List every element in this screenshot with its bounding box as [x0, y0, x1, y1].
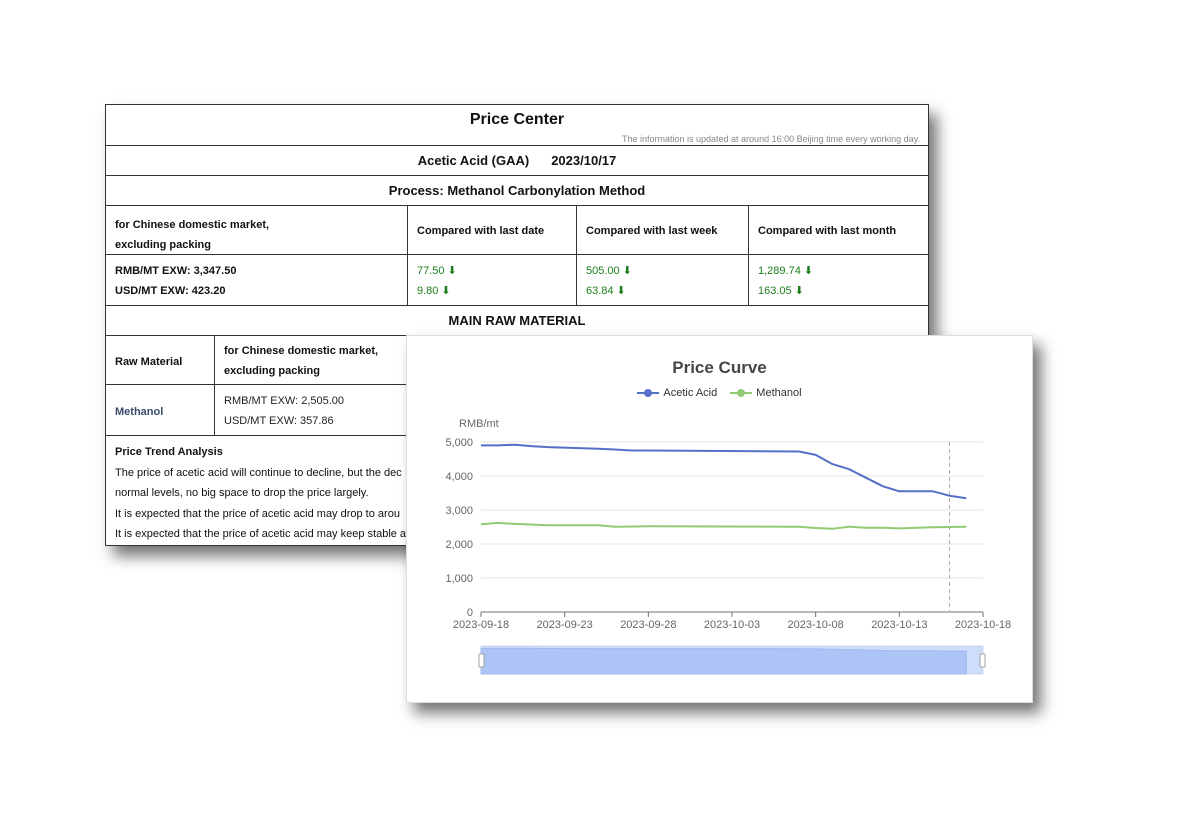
table-title-row: Price Center The information is updated …: [106, 105, 928, 146]
x-tick-label: 2023-10-08: [788, 619, 844, 631]
compare-last-month-header: Compared with last month: [758, 225, 897, 237]
legend-line-icon: [730, 389, 753, 398]
y-tick-label: 4,000: [445, 471, 473, 483]
data-zoom-preview: [480, 647, 967, 675]
last-week-values: 505.00 ⬇ 63.84 ⬇: [586, 261, 632, 301]
y-tick-label: 0: [467, 607, 473, 619]
raw-rmb-price: RMB/MT EXW: 2,505.00: [224, 395, 345, 407]
raw-material-prices: RMB/MT EXW: 2,505.00 USD/MT EXW: 357.86: [224, 391, 344, 431]
price-trend-analysis: Price Trend Analysis The price of acetic…: [115, 442, 928, 545]
product-row: Acetic Acid (GAA) 2023/10/17: [106, 146, 928, 176]
analysis-line: normal levels, no big space to drop the …: [115, 487, 369, 499]
last-week-cell: Compared with last week 505.00 ⬇ 63.84 ⬇: [577, 206, 749, 305]
page-title: Price Center: [469, 111, 565, 128]
price-curve-plot[interactable]: 0 1,000 2,000 3,000 4,000 5,000 2023-09-18 2023…: [407, 336, 1032, 702]
price-grid: for Chinese domestic market, excluding p…: [106, 206, 928, 306]
analysis-title: Price Trend Analysis: [115, 446, 223, 458]
raw-market-header: for Chinese domestic market, excluding p…: [224, 345, 379, 377]
series-line-methanol: [480, 521, 967, 530]
analysis-line: It is expected that the price of acetic …: [115, 528, 407, 540]
chart-legend: Acetic Acid Methanol: [407, 387, 1032, 399]
x-tick-label: 2023-10-13: [871, 619, 927, 631]
raw-material-grid: Raw Material Methanol for Chinese domest…: [106, 336, 928, 436]
y-tick-label: 1,000: [445, 573, 473, 585]
product-name: Acetic Acid (GAA): [417, 153, 530, 168]
x-tick-label: 2023-10-03: [704, 619, 760, 631]
x-tick-label: 2023-09-28: [620, 619, 676, 631]
update-note: The information is updated at around 16:…: [621, 134, 920, 144]
data-zoom-handle-left[interactable]: [478, 653, 485, 668]
raw-usd-price: USD/MT EXW: 357.86: [224, 415, 334, 427]
x-tick-label: 2023-10-18: [955, 619, 1011, 631]
last-date-cell: Compared with last date 77.50 ⬇ 9.80 ⬇: [408, 206, 577, 305]
last-month-values: 1,289.74 ⬇ 163.05 ⬇: [758, 261, 813, 301]
y-tick-label: 5,000: [445, 437, 473, 449]
process-row: Process: Methanol Carbonylation Method: [106, 176, 928, 206]
price-date: 2023/10/17: [551, 153, 617, 168]
data-zoom-selection[interactable]: [481, 646, 983, 674]
chart-title: Price Curve: [672, 358, 767, 377]
compare-last-date-header: Compared with last date: [417, 225, 545, 237]
rmb-price: RMB/MT EXW: 3,347.50: [115, 265, 237, 277]
analysis-line: The price of acetic acid will continue t…: [115, 466, 402, 479]
down-arrow-icon: ⬇: [622, 265, 632, 277]
down-arrow-icon: ⬇: [794, 285, 804, 297]
compare-last-week-header: Compared with last week: [586, 225, 718, 237]
price-cell: for Chinese domestic market, excluding p…: [106, 206, 408, 305]
down-arrow-icon: ⬇: [803, 265, 814, 277]
last-date-values: 77.50 ⬇ 9.80 ⬇: [417, 261, 457, 301]
raw-material-name: Methanol: [115, 406, 164, 418]
raw-material-label: Raw Material: [115, 356, 183, 368]
current-price: RMB/MT EXW: 3,347.50 USD/MT EXW: 423.20: [115, 261, 236, 301]
data-zoom-handle-right[interactable]: [979, 653, 986, 668]
market-header: for Chinese domestic market, excluding p…: [115, 219, 270, 251]
last-month-cell: Compared with last month 1,289.74 ⬇ 163.0…: [749, 206, 928, 305]
legend-item-methanol[interactable]: Methanol: [730, 387, 802, 399]
down-arrow-icon: ⬇: [616, 285, 626, 297]
raw-material-price-cell: for Chinese domestic market, excluding p…: [215, 336, 415, 436]
price-curve-card: Price Curve Acetic Acid Methanol RMB/mt …: [406, 335, 1033, 703]
down-arrow-icon: ⬇: [441, 285, 451, 297]
raw-material-name-cell: Raw Material Methanol: [106, 336, 215, 435]
legend-item-acetic-acid[interactable]: Acetic Acid: [637, 387, 717, 399]
y-axis-label: RMB/mt: [459, 418, 499, 430]
y-tick-label: 3,000: [445, 505, 473, 517]
raw-material-title: MAIN RAW MATERIAL: [106, 306, 928, 336]
x-tick-label: 2023-09-18: [453, 619, 509, 631]
usd-price: USD/MT EXW: 423.20: [115, 285, 226, 297]
analysis-line: It is expected that the price of acetic …: [115, 507, 400, 520]
down-arrow-icon: ⬇: [447, 265, 457, 277]
y-tick-label: 2,000: [445, 539, 473, 551]
series-line-acetic-acid: [481, 443, 967, 500]
x-tick-label: 2023-09-23: [537, 619, 593, 631]
legend-line-icon: [637, 389, 660, 398]
